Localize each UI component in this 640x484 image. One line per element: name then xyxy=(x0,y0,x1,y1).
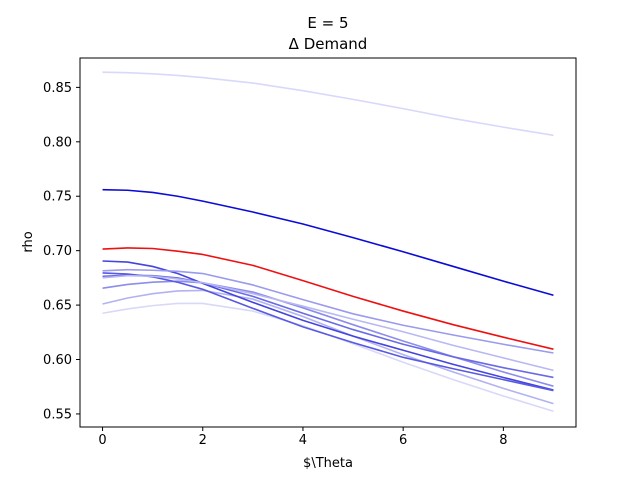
x-tick-label: 8 xyxy=(499,433,507,448)
y-tick-label: 0.75 xyxy=(43,190,72,205)
x-tick-label: 6 xyxy=(399,433,407,448)
series-line-3 xyxy=(102,302,554,412)
series-line-4 xyxy=(102,289,554,405)
x-tick-label: 4 xyxy=(299,433,307,448)
series-line-1 xyxy=(102,71,554,137)
series-lines xyxy=(102,71,554,412)
y-axis-label: rho xyxy=(21,231,36,252)
x-axis-label: $\Theta xyxy=(303,456,353,471)
chart-title: E = 5 xyxy=(307,14,348,32)
series-line-11 xyxy=(102,247,554,350)
x-tick-label: 2 xyxy=(199,433,207,448)
x-tick-label: 0 xyxy=(98,433,106,448)
series-line-9 xyxy=(102,268,554,354)
series-line-2 xyxy=(102,188,554,297)
series-line-10 xyxy=(102,274,554,372)
y-tick-label: 0.60 xyxy=(43,353,72,368)
plot-frame xyxy=(79,57,577,428)
y-tick-label: 0.85 xyxy=(43,81,72,96)
y-tick-label: 0.80 xyxy=(43,135,72,150)
series-line-7 xyxy=(102,260,554,391)
y-tick-label: 0.55 xyxy=(43,407,72,422)
y-tick-label: 0.70 xyxy=(43,244,72,259)
y-tick-label: 0.65 xyxy=(43,299,72,314)
series-line-5 xyxy=(102,280,554,387)
chart-subtitle: Δ Demand xyxy=(289,35,368,53)
axis-ticks: 0 2 4 6 8 0.55 0.60 0.65 0.70 0.75 0.80 0.85 xyxy=(43,81,507,448)
